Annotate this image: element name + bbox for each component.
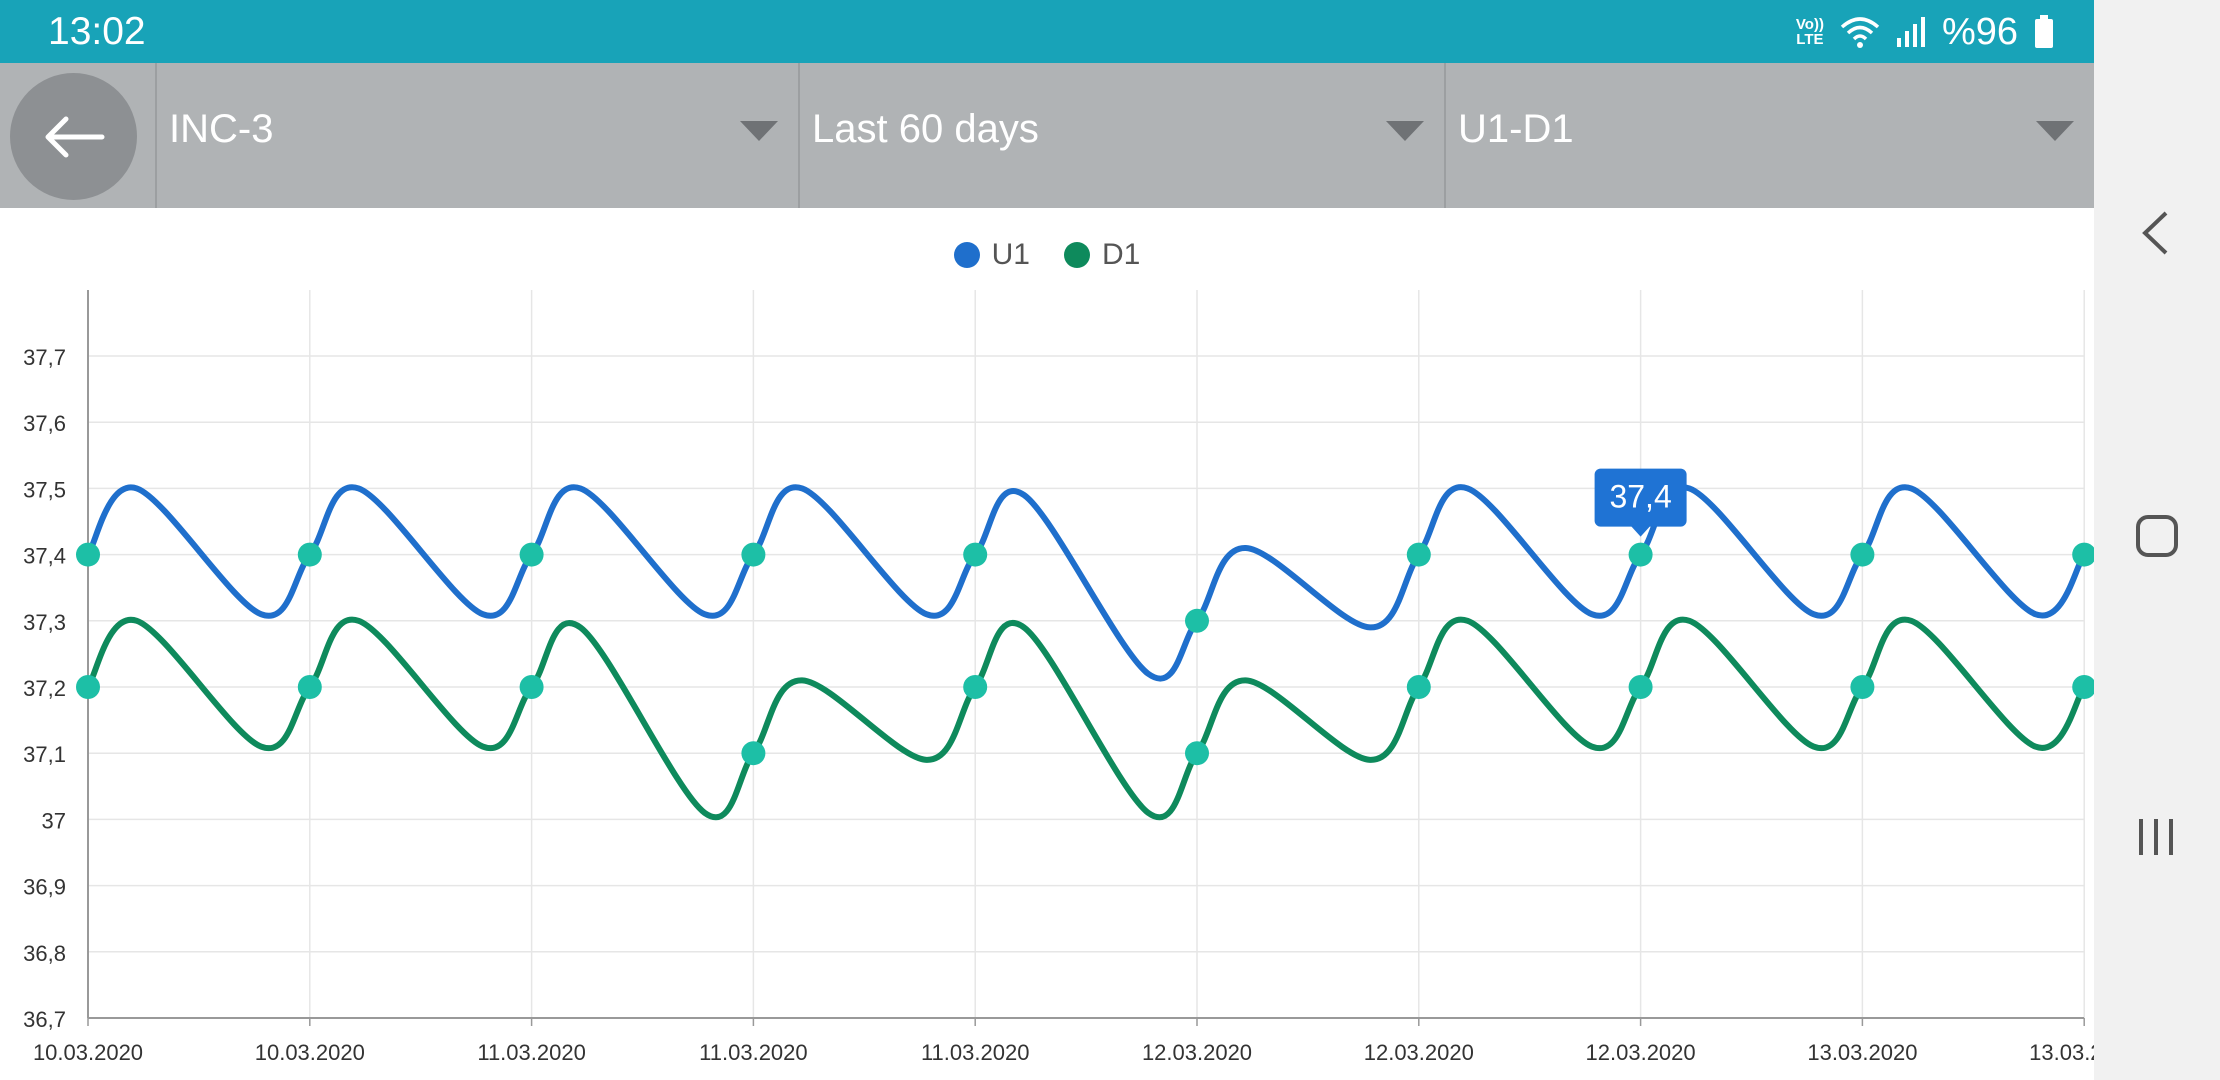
y-tick-label: 37,6 (23, 411, 66, 436)
y-tick-label: 37,4 (23, 544, 66, 569)
period-select-value: Last 60 days (812, 107, 1039, 151)
navigation-bar (2094, 0, 2220, 1080)
caret-down-icon (740, 121, 778, 141)
period-select[interactable]: Last 60 days (800, 63, 1444, 208)
series-line-d1 (85, 616, 2088, 821)
data-point-d1[interactable] (1406, 675, 1431, 699)
x-tick-label: 12.03.2020 (1364, 1040, 1474, 1065)
toolbar: INC-3 Last 60 days U1-D1 (0, 63, 2094, 208)
series-line-u1 (85, 484, 2088, 682)
battery-icon (2035, 15, 2053, 48)
data-point-u1[interactable] (741, 542, 766, 567)
y-tick-label: 37,7 (23, 345, 66, 370)
data-point-u1[interactable] (1185, 608, 1209, 633)
channel-select-value: U1-D1 (1458, 107, 1574, 151)
toolbar-divider (1444, 63, 1446, 208)
battery-percent: %96 (1941, 10, 2018, 53)
caret-down-icon (2036, 121, 2074, 141)
data-point-d1[interactable] (963, 675, 988, 699)
x-tick-label: 13.03.2020 (1807, 1040, 1917, 1065)
toolbar-divider (798, 63, 800, 208)
legend-item-u1[interactable]: U1 (953, 238, 1030, 272)
data-point-d1[interactable] (1628, 675, 1653, 699)
toolbar-divider (155, 63, 157, 208)
y-tick-label: 36,8 (23, 941, 66, 966)
line-chart[interactable]: 37,7 37,6 37,5 37,4 37,3 37,2 37,1 37 36,9 36,8 36… (0, 0, 2094, 1080)
tooltip-box (1594, 468, 1687, 527)
data-point-d1[interactable] (1850, 675, 1875, 699)
x-tick-label: 11.03.2020 (921, 1040, 1029, 1065)
y-tick-label: 37,5 (23, 477, 66, 502)
y-tick-label: 37,1 (23, 742, 66, 767)
back-button[interactable] (10, 73, 137, 200)
legend-dot-d1 (1064, 242, 1090, 268)
data-point-d1[interactable] (2072, 675, 2094, 699)
recents-bars-icon[interactable] (2136, 817, 2176, 857)
status-icons: Vo)) LTE %96 (1796, 8, 2054, 56)
y-tick-label: 37,3 (23, 610, 66, 635)
y-tick-label: 37 (42, 808, 66, 833)
volte-icon: Vo)) LTE (1795, 16, 1824, 48)
x-tick-label: 12.03.2020 (1142, 1040, 1252, 1065)
tooltip-pointer (1630, 525, 1651, 537)
data-point-u1[interactable] (76, 542, 100, 567)
data-point-d1[interactable] (76, 675, 100, 699)
data-point-u1[interactable] (1628, 542, 1653, 567)
y-tick-label: 37,2 (23, 676, 66, 701)
status-bar: 13:02 Vo)) LTE %96 (0, 0, 2094, 63)
data-point-d1[interactable] (741, 741, 766, 766)
x-tick-label: 11.03.2020 (477, 1040, 585, 1065)
data-point-u1[interactable] (963, 542, 988, 567)
y-tick-label: 36,9 (23, 875, 66, 900)
device-select-value: INC-3 (169, 107, 274, 151)
data-point-u1[interactable] (2072, 542, 2094, 567)
x-tick-label: 10.03.2020 (33, 1040, 143, 1065)
arrow-left-icon (45, 116, 104, 157)
status-time: 13:02 (48, 10, 146, 53)
back-chevron-icon[interactable] (2140, 210, 2170, 256)
legend-label-u1: U1 (991, 238, 1030, 271)
chart-legend: U1 D1 (0, 238, 2094, 272)
data-point-d1[interactable] (297, 675, 322, 699)
legend-item-d1[interactable]: D1 (1064, 238, 1140, 272)
data-point-u1[interactable] (1850, 542, 1875, 567)
data-point-u1[interactable] (297, 542, 322, 567)
home-square-icon[interactable] (2135, 514, 2179, 558)
wifi-icon (1840, 17, 1880, 48)
data-point-d1[interactable] (1185, 741, 1209, 766)
y-tick-label: 36,7 (23, 1007, 66, 1032)
data-point-u1[interactable] (519, 542, 544, 567)
x-tick-label: 10.03.2020 (255, 1040, 365, 1065)
legend-dot-u1 (953, 242, 980, 268)
x-tick-label: 11.03.2020 (699, 1040, 807, 1065)
x-tick-label: 12.03.2020 (1586, 1040, 1696, 1065)
signal-icon (1896, 17, 1925, 47)
channel-select[interactable]: U1-D1 (1446, 63, 2094, 208)
caret-down-icon (1386, 121, 1424, 141)
x-tick-label: 13.03.2020 (2029, 1040, 2094, 1065)
data-point-d1[interactable] (519, 675, 544, 699)
device-select[interactable]: INC-3 (157, 63, 798, 208)
legend-label-d1: D1 (1102, 238, 1141, 271)
data-point-u1[interactable] (1406, 542, 1431, 567)
tooltip-text: 37,4 (1609, 479, 1671, 515)
